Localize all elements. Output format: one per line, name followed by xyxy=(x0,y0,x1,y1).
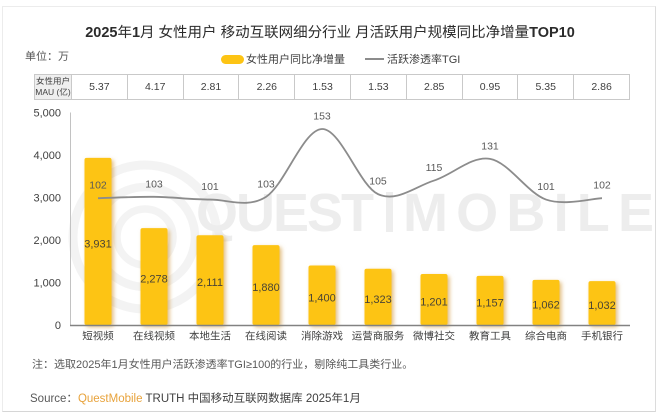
category-label: 综合电商 xyxy=(525,331,567,343)
tgi-value-label: 103 xyxy=(257,178,275,190)
mau-table: 女性用户 MAU (亿) 5.37 4.17 2.81 2.26 1.53 1.53 2.8… xyxy=(34,74,630,100)
tgi-value-label: 102 xyxy=(593,180,611,192)
tgi-value-label: 102 xyxy=(89,180,107,192)
y-axis-tick-label: 4,000 xyxy=(33,150,61,162)
mau-value-cell: 2.26 xyxy=(239,75,296,99)
mau-value-cell: 0.95 xyxy=(462,75,519,99)
y-axis-tick-label: 2,000 xyxy=(33,235,61,247)
watermark-text: MOBILE xyxy=(403,183,654,243)
legend-bar-swatch-icon xyxy=(221,54,244,64)
chart-title: 2025年1月 女性用户 移动互联网细分行业 月活跃用户规模同比净增量TOP10 xyxy=(85,25,575,41)
mau-value-cell: 2.85 xyxy=(406,75,463,99)
tgi-value-label: 153 xyxy=(313,111,331,123)
tgi-value-label: 101 xyxy=(537,181,555,193)
bar-value-label: 2,111 xyxy=(197,277,223,289)
bar-运营商服务 xyxy=(364,268,392,325)
category-label: 本地生活 xyxy=(189,331,231,343)
source-prefix: Source： xyxy=(30,393,78,405)
bar-value-label: 1,032 xyxy=(588,300,616,312)
y-axis-tick-label: 1,000 xyxy=(33,278,61,290)
legend: 女性用户同比净增量 活跃渗透率TGI xyxy=(221,50,460,68)
category-label: 消除游戏 xyxy=(301,331,343,343)
bar-短视频 xyxy=(84,157,112,325)
y-axis-tick-label: 5,000 xyxy=(33,108,61,120)
tgi-value-label: 105 xyxy=(369,176,387,188)
bar-在线阅读 xyxy=(252,245,280,325)
source-line: Source：QuestMobile TRUTH 中国移动互联网数据库 2025… xyxy=(30,390,361,406)
bar-教育工具 xyxy=(476,275,504,325)
bar-消除游戏 xyxy=(308,265,336,325)
bar-value-label: 3,931 xyxy=(84,238,112,250)
mau-table-header: 女性用户 MAU (亿) xyxy=(35,75,72,99)
tgi-value-label: 101 xyxy=(201,181,219,193)
watermark-text: QUEST xyxy=(196,183,374,243)
category-label: 短视频 xyxy=(82,331,114,343)
category-label: 微博社交 xyxy=(413,331,455,343)
watermark-separator xyxy=(386,192,393,232)
mau-value-cell: 5.35 xyxy=(518,75,575,99)
footnote: 注：选取2025年1月女性用户活跃渗透率TGI≥100的行业，剔除纯工具类行业。 xyxy=(32,359,414,371)
category-label: 教育工具 xyxy=(469,331,511,343)
mau-value-cell: 4.17 xyxy=(127,75,184,99)
tgi-value-label: 103 xyxy=(145,178,163,190)
category-label: 手机银行 xyxy=(581,331,623,343)
y-axis-tick-label: 0 xyxy=(55,320,61,332)
source-rest: TRUTH 中国移动互联网数据库 2025年1月 xyxy=(142,393,361,405)
bar-value-label: 1,201 xyxy=(420,296,448,308)
mau-value-cell: 2.86 xyxy=(574,75,629,99)
source-brand: QuestMobile xyxy=(77,393,143,405)
tgi-value-label: 131 xyxy=(481,140,499,152)
mau-value-cell: 2.81 xyxy=(183,75,240,99)
legend-bar-label: 女性用户同比净增量 xyxy=(246,54,345,66)
bar-value-label: 1,062 xyxy=(532,299,560,311)
bar-value-label: 1,400 xyxy=(308,292,336,304)
tgi-line xyxy=(97,128,603,204)
mau-value-cell: 1.53 xyxy=(295,75,351,99)
bar-微博社交 xyxy=(420,273,448,325)
bar-value-label: 1,880 xyxy=(252,282,280,294)
category-label: 在线视频 xyxy=(133,331,175,343)
bar-手机银行 xyxy=(588,281,616,325)
mau-value-cell: 5.37 xyxy=(72,75,128,99)
legend-line-swatch-icon xyxy=(365,57,384,61)
bar-本地生活 xyxy=(196,235,224,325)
unit-label: 单位：万 xyxy=(25,51,69,63)
bar-综合电商 xyxy=(532,279,560,325)
bar-value-label: 2,278 xyxy=(140,274,168,286)
category-label: 运营商服务 xyxy=(352,331,405,343)
bar-value-label: 1,157 xyxy=(476,297,504,309)
bar-value-label: 1,323 xyxy=(364,294,392,306)
bar-在线视频 xyxy=(140,228,168,325)
legend-line-label: 活跃渗透率TGI xyxy=(387,54,461,66)
mau-table-header-line1: 女性用户 xyxy=(35,76,70,87)
mau-table-header-line2: MAU (亿) xyxy=(35,87,71,97)
tgi-value-label: 115 xyxy=(426,162,443,174)
y-axis-tick-label: 3,000 xyxy=(33,193,61,205)
mau-value-cell: 1.53 xyxy=(350,75,407,99)
category-label: 在线阅读 xyxy=(245,331,287,343)
